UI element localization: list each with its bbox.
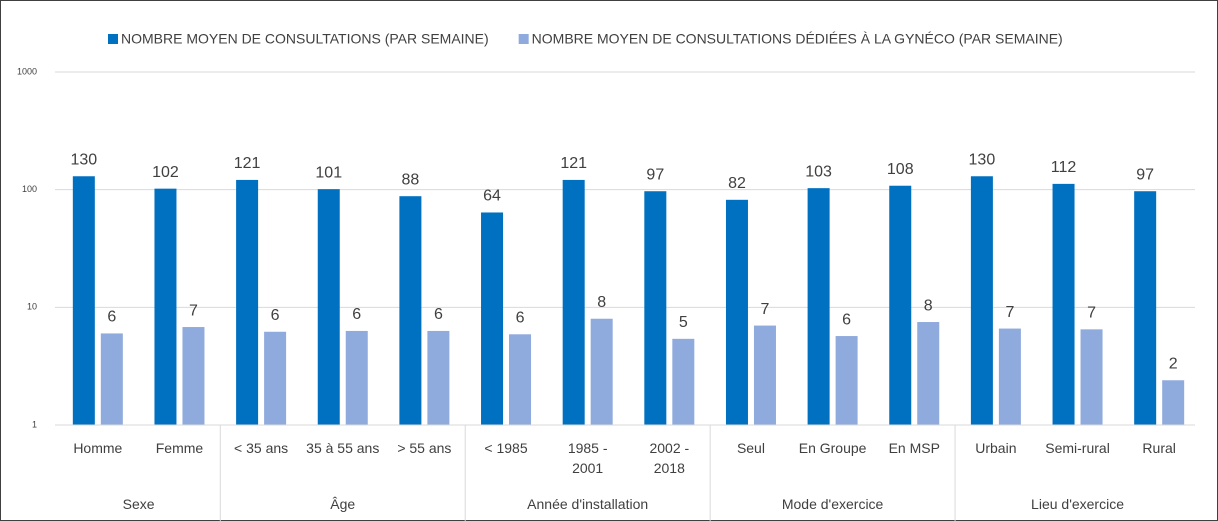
data-label: 64 [483, 188, 501, 205]
data-label: 6 [107, 309, 116, 326]
x-tick-label: Semi-rural [1045, 440, 1110, 456]
data-label: 102 [152, 164, 179, 181]
bar [264, 331, 287, 425]
bar [100, 333, 123, 425]
bar [72, 176, 95, 425]
data-label: 6 [271, 307, 280, 324]
bar [481, 212, 504, 425]
data-label: 6 [842, 311, 851, 328]
bar [562, 179, 585, 425]
x-tick-label: 2002 - 2018 [649, 440, 690, 476]
y-tick-label: 10 [27, 302, 37, 312]
bar [998, 328, 1021, 425]
x-tick-label: Rural [1142, 440, 1176, 456]
group-label: Âge [330, 496, 356, 512]
bar [1080, 329, 1103, 425]
bar [345, 330, 368, 425]
bar [1134, 191, 1157, 425]
bar [236, 179, 259, 425]
bar [399, 196, 422, 425]
bar [725, 199, 748, 425]
data-label: 6 [352, 306, 361, 323]
data-label: 7 [189, 302, 198, 319]
legend-swatch [518, 34, 529, 44]
data-label: 103 [805, 163, 832, 180]
group-label: Mode d'exercice [781, 496, 884, 512]
data-label: 108 [887, 161, 914, 178]
group-label: Lieu d'exercice [1031, 496, 1124, 512]
bar [807, 188, 830, 425]
data-label: 7 [1005, 304, 1014, 321]
bar [154, 188, 177, 425]
x-tick-label: Urbain [975, 440, 1017, 456]
data-label: 121 [234, 155, 261, 172]
bar [317, 189, 340, 425]
bar [644, 191, 667, 425]
data-label: 112 [1051, 159, 1077, 176]
data-label: 6 [516, 310, 525, 327]
bar [889, 185, 912, 425]
legend-label: NOMBRE MOYEN DE CONSULTATIONS (PAR SEMAI… [121, 31, 489, 47]
legend-swatch [108, 34, 118, 44]
bar [917, 322, 940, 425]
bar [753, 325, 776, 425]
bar [835, 336, 858, 425]
y-tick-label: 100 [22, 184, 37, 194]
bar [672, 338, 695, 425]
group-label: Sexe [122, 496, 155, 512]
x-tick-label: 35 à 55 ans [306, 440, 380, 456]
data-label: 130 [70, 151, 97, 168]
bar [970, 176, 993, 425]
y-tick-label: 1000 [17, 66, 37, 76]
x-tick-label: En MSP [888, 440, 940, 456]
data-label: 97 [1136, 166, 1154, 183]
legend-label: NOMBRE MOYEN DE CONSULTATIONS DÉDIÉES À … [532, 31, 1063, 47]
bar [1052, 183, 1075, 425]
x-tick-label: 1985 - 2001 [567, 440, 608, 476]
x-tick-label: Femme [155, 440, 204, 456]
x-tick-label: < 35 ans [234, 440, 289, 456]
x-tick-label: > 55 ans [397, 440, 452, 456]
bar [509, 334, 532, 425]
x-tick-label: < 1985 [484, 440, 528, 456]
data-label: 8 [924, 297, 933, 314]
data-label: 2 [1169, 355, 1178, 372]
x-tick-label: Seul [736, 440, 765, 456]
bar [427, 330, 450, 425]
data-label: 5 [679, 314, 688, 331]
x-tick-label: En Groupe [798, 440, 867, 456]
data-label: 8 [597, 294, 606, 311]
y-tick-label: 1 [32, 419, 37, 429]
data-label: 7 [761, 301, 770, 318]
data-label: 82 [728, 175, 746, 192]
x-tick-label: Homme [73, 440, 123, 456]
data-label: 97 [646, 166, 664, 183]
data-label: 6 [434, 306, 443, 323]
data-label: 130 [969, 151, 996, 168]
data-label: 101 [315, 164, 342, 181]
data-label: 7 [1087, 305, 1096, 322]
data-label: 88 [401, 171, 419, 188]
bar [1162, 380, 1185, 425]
data-label: 121 [560, 155, 587, 172]
group-label: Année d'installation [527, 496, 649, 512]
bar [182, 327, 205, 425]
bar [590, 318, 613, 425]
